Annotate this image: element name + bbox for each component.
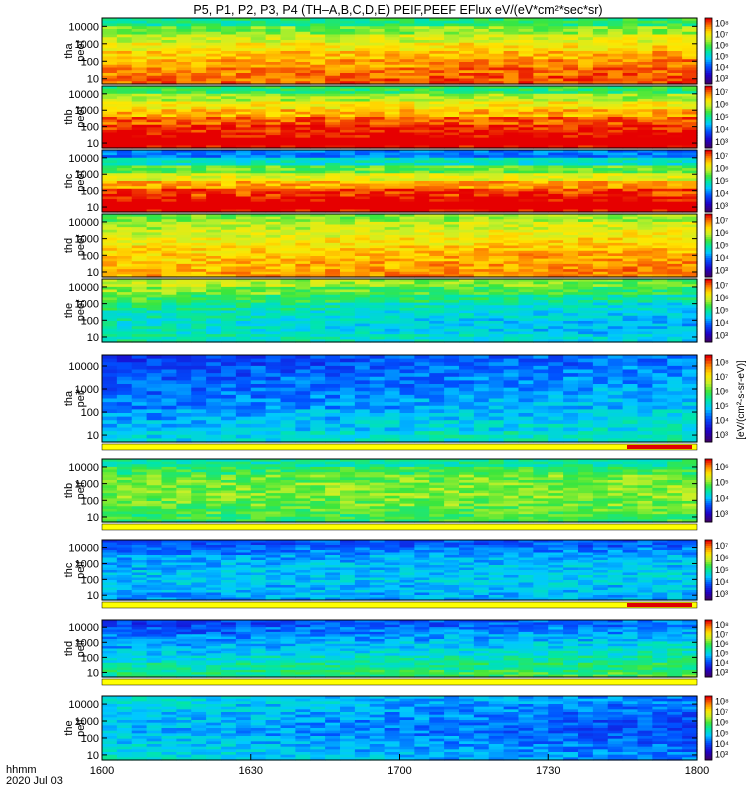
- y-tick-label: 10000: [68, 153, 99, 165]
- colorbar: 10³ 10⁴ 10⁵ 10⁶ 10⁷: [705, 214, 729, 278]
- panel-label-probe: thb: [63, 109, 75, 124]
- colorbar-tick-label: 10⁶: [715, 100, 729, 110]
- colorbar-tick-label: 10⁸: [715, 19, 729, 29]
- colorbar-tick-label: 10⁷: [715, 215, 728, 225]
- colorbar-tick-label: 10⁶: [715, 228, 729, 238]
- panel-label-product: peef: [75, 234, 87, 256]
- colorbar-tick-label: 10⁷: [715, 151, 728, 161]
- colorbar: 10³ 10⁴ 10⁵ 10⁶ 10⁷: [705, 86, 729, 149]
- colorbar-tick-label: 10⁵: [715, 52, 729, 62]
- heatmap-cells: [102, 214, 698, 278]
- panel-label-probe: thd: [63, 238, 75, 253]
- heatmap-cells: [102, 279, 698, 343]
- panel-label-product: peef: [75, 169, 87, 191]
- colorbar-tick-label: 10⁶: [715, 164, 729, 174]
- colorbar-tick-label: 10⁴: [715, 253, 729, 263]
- figure-title: P5, P1, P2, P3, P4 (TH–A,B,C,D,E) PEIF,P…: [193, 3, 602, 17]
- panel-label-probe: tha: [63, 42, 75, 58]
- colorbar-tick-label: 10⁶: [715, 41, 729, 51]
- colorbar-tick-label: 10⁴: [715, 124, 729, 134]
- colorbar-tick-label: 10⁷: [715, 30, 728, 40]
- colorbar-tick-label: 10³: [715, 74, 728, 84]
- y-tick-label: 10000: [68, 217, 99, 229]
- y-tick-label: 10000: [68, 21, 99, 33]
- y-tick-label: 10: [87, 138, 99, 150]
- colorbar-tick-label: 10⁴: [715, 63, 729, 73]
- colorbar-tick-label: 10³: [715, 266, 728, 276]
- y-tick-label: 10: [87, 202, 99, 214]
- colorbar-tick-label: 10³: [715, 201, 728, 211]
- colorbar-tick-label: 10⁷: [715, 87, 728, 97]
- colorbar-tick-label: 10³: [715, 137, 728, 147]
- y-tick-label: 10000: [68, 89, 99, 101]
- colorbar-tick-label: 10⁵: [715, 241, 729, 251]
- panel-label-product: peef: [75, 105, 87, 127]
- colorbar-tick-label: 10⁵: [715, 112, 729, 122]
- heatmap-cells: [102, 86, 698, 149]
- panel-label-probe: thc: [63, 173, 75, 188]
- y-tick-label: 10: [87, 74, 99, 86]
- colorbar-tick-label: 10⁵: [715, 176, 729, 186]
- panel-label-product: peef: [75, 39, 87, 61]
- colorbar-tick-label: 10⁴: [715, 188, 729, 198]
- heatmap-cells: [102, 150, 698, 213]
- y-tick-label: 10: [87, 267, 99, 279]
- colorbar: 10³ 10⁴ 10⁵ 10⁶ 10⁷: [705, 150, 729, 213]
- heatmap-cells: [102, 18, 698, 85]
